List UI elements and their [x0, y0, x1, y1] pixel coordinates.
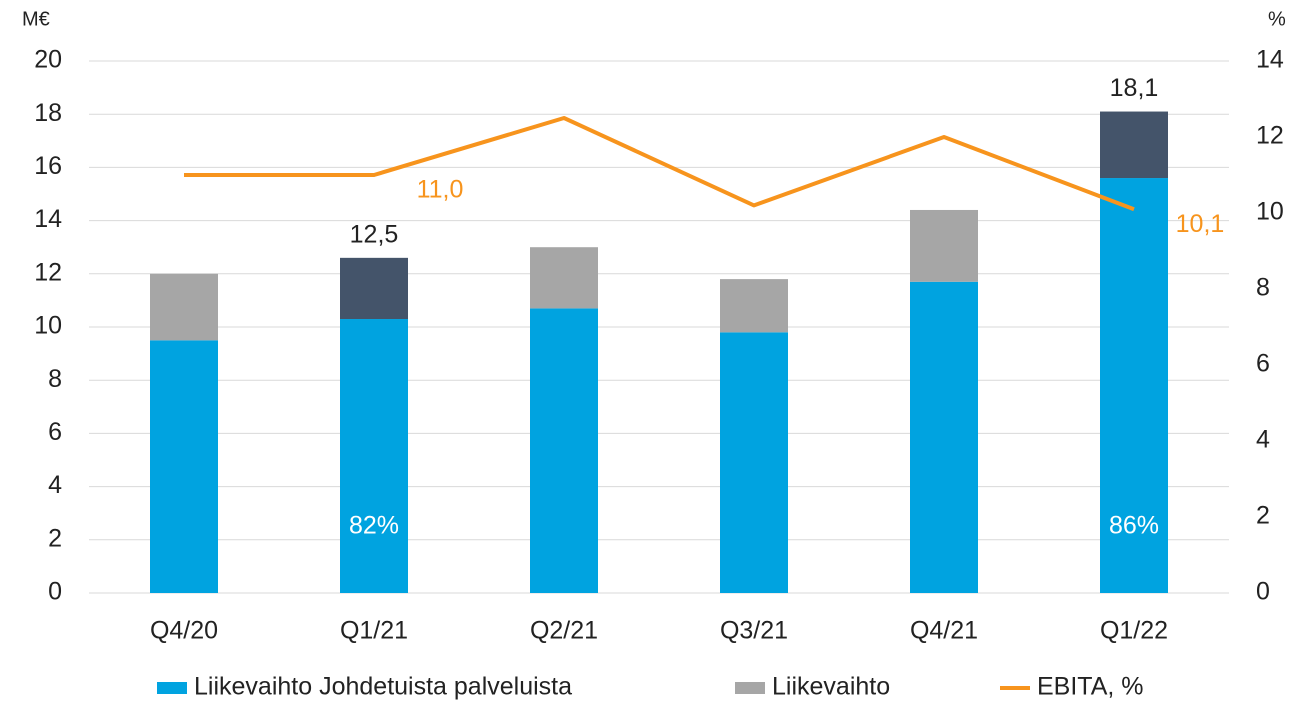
y-tick-label: 12: [34, 258, 62, 286]
y-tick-label: 20: [34, 46, 62, 74]
bar-segment: [150, 273, 218, 341]
bar-segment: [530, 247, 598, 309]
line: [184, 116, 1135, 212]
bar-segment: [910, 281, 978, 593]
y-tick-label: 16: [34, 152, 62, 180]
annotation: 18,1: [1110, 74, 1159, 102]
annotation: 12,5: [350, 220, 399, 248]
y2-tick-label: 6: [1256, 350, 1270, 378]
legend-label: EBITA, %: [1037, 673, 1144, 701]
y-tick-label: 0: [48, 578, 62, 606]
bar-segment: [340, 257, 408, 320]
y2-tick-label: 10: [1256, 198, 1284, 226]
legend-label: Liikevaihto: [772, 673, 890, 701]
x-tick-label: Q1/22: [1100, 617, 1168, 645]
y2-tick-label: 14: [1256, 46, 1284, 74]
y2-unit: %: [1268, 8, 1286, 30]
y-tick-label: 8: [48, 365, 62, 393]
y2-tick-label: 4: [1256, 426, 1270, 454]
legend-label: Liikevaihto Johdetuista palveluista: [194, 673, 572, 701]
bar-segment: [1100, 111, 1168, 179]
bar-segment: [720, 279, 788, 333]
legend-swatch: [157, 682, 187, 694]
y-tick-label: 6: [48, 418, 62, 446]
x-tick-label: Q4/21: [910, 617, 978, 645]
x-tick-label: Q1/21: [340, 617, 408, 645]
y-unit: M€: [22, 8, 50, 30]
x-tick-label: Q3/21: [720, 617, 788, 645]
bar-segment: [910, 209, 978, 282]
y-tick-label: 14: [34, 205, 62, 233]
x-tick-label: Q2/21: [530, 617, 598, 645]
bar-segment: [1100, 178, 1168, 594]
bar-segment: [150, 340, 218, 593]
y-tick-label: 18: [34, 99, 62, 127]
y2-tick-label: 0: [1256, 578, 1270, 606]
y-tick-label: 2: [48, 524, 62, 552]
bar-segment: [530, 308, 598, 593]
bar-segment: [720, 332, 788, 593]
bar-segment: [340, 319, 408, 593]
annotation: 86%: [1109, 512, 1159, 540]
y2-tick-label: 8: [1256, 274, 1270, 302]
y-tick-label: 4: [48, 471, 62, 499]
y2-tick-label: 12: [1256, 122, 1284, 150]
line-value-label: 10,1: [1176, 210, 1225, 238]
legend-swatch: [735, 682, 765, 694]
y2-tick-label: 2: [1256, 502, 1270, 530]
x-tick-label: Q4/20: [150, 617, 218, 645]
annotation: 82%: [349, 512, 399, 540]
line-value-label: 11,0: [417, 176, 464, 204]
y-tick-label: 10: [34, 312, 62, 340]
